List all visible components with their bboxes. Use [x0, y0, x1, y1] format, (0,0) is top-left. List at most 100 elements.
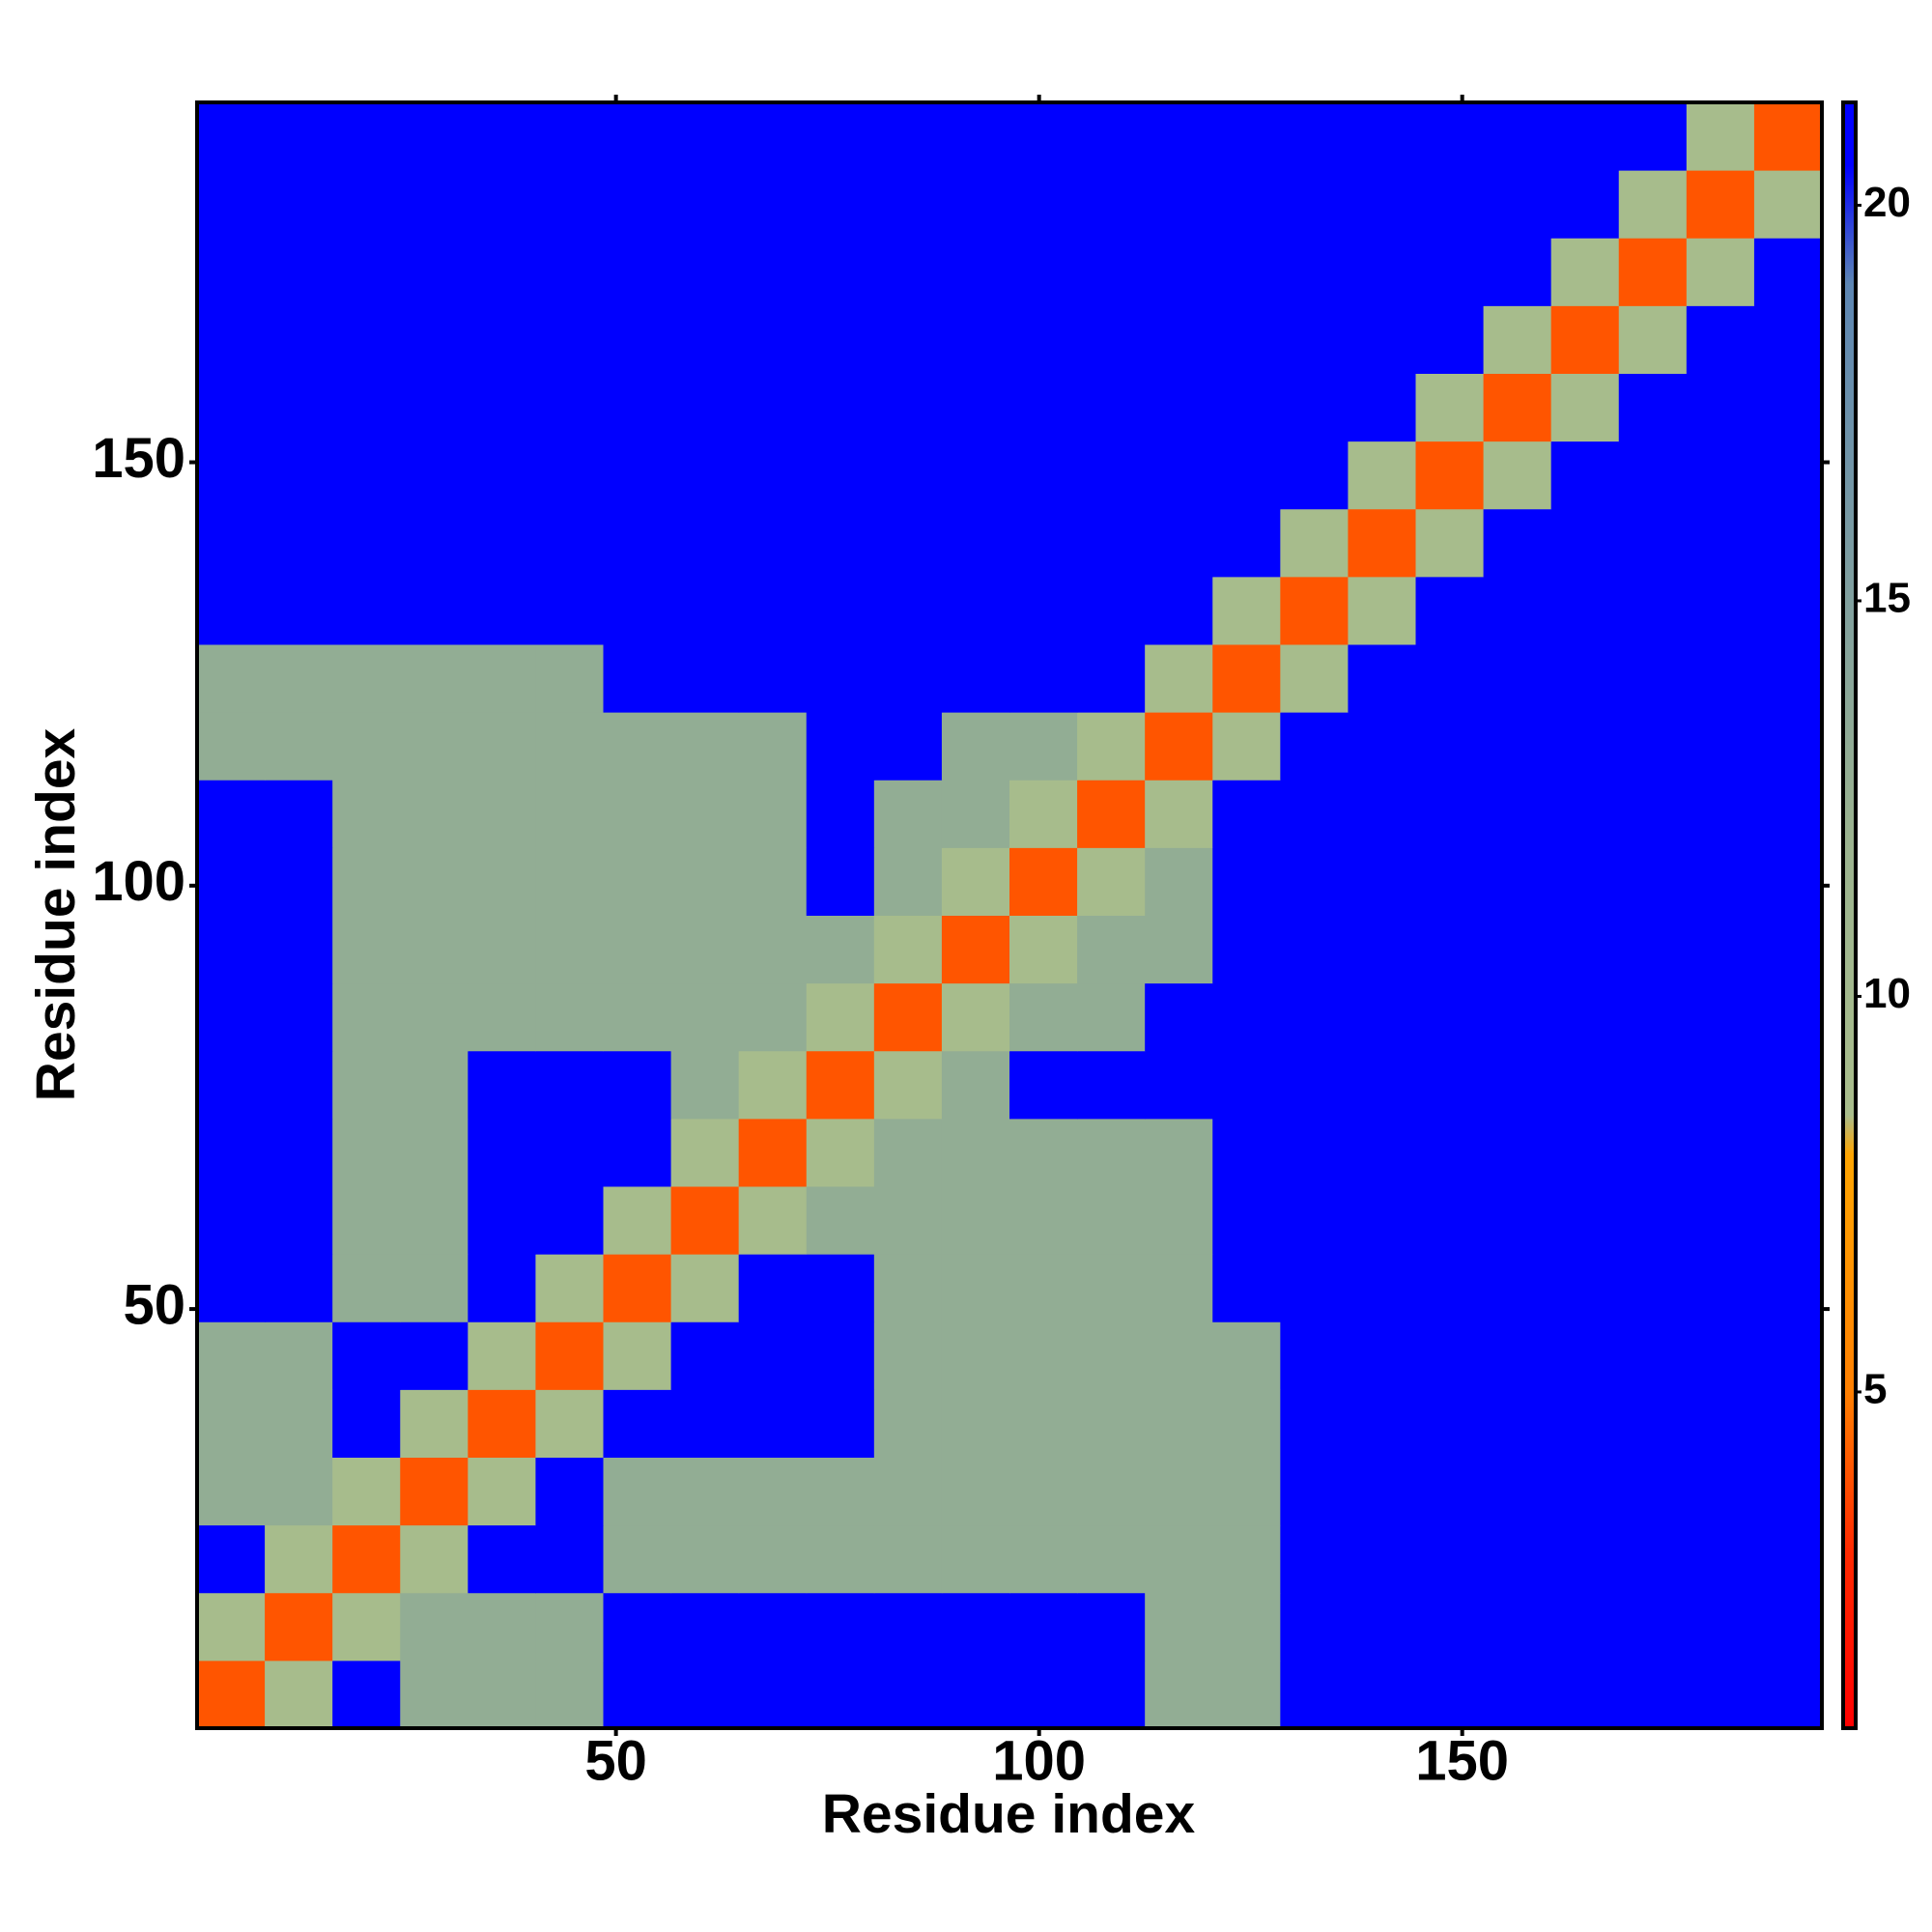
heatmap-cell: [738, 508, 808, 578]
heatmap-cell: [1618, 170, 1688, 239]
heatmap-cell: [670, 1389, 740, 1458]
heatmap-cell: [1753, 1592, 1823, 1662]
heatmap-cell: [806, 1321, 875, 1390]
heatmap-cell: [1009, 1457, 1078, 1526]
heatmap-cell: [1753, 1457, 1823, 1526]
heatmap-cell: [738, 1524, 808, 1594]
heatmap-cell: [197, 508, 266, 578]
heatmap-cell: [1145, 440, 1213, 510]
heatmap-cell: [738, 305, 808, 374]
heatmap-cell: [873, 1118, 943, 1187]
heatmap-cell: [806, 170, 875, 239]
heatmap-cell: [873, 1457, 943, 1526]
heatmap-cell: [738, 576, 808, 645]
heatmap-cell: [1280, 508, 1349, 578]
heatmap-cell: [468, 847, 536, 916]
heatmap-cell: [670, 1254, 740, 1322]
heatmap-cell: [670, 238, 740, 306]
heatmap-cell: [468, 1050, 536, 1120]
heatmap-cell: [1280, 1660, 1349, 1729]
heatmap-cell: [1145, 305, 1213, 374]
heatmap-cell: [1753, 238, 1823, 306]
heatmap-cell: [1415, 440, 1485, 510]
heatmap-cell: [332, 508, 401, 578]
heatmap-cell: [265, 712, 333, 781]
heatmap-cell: [1280, 170, 1349, 239]
heatmap-cell: [941, 712, 1010, 781]
plot-frame: [195, 100, 1824, 1730]
heatmap-cell: [941, 1592, 1010, 1662]
x-axis-label: Residue index: [822, 1783, 1196, 1845]
heatmap-cell: [1686, 982, 1755, 1052]
heatmap-cell: [1009, 440, 1078, 510]
heatmap-cell: [1483, 1389, 1552, 1458]
heatmap-cell: [1348, 170, 1416, 239]
heatmap-cell: [1550, 1457, 1620, 1526]
heatmap-cell: [1280, 576, 1349, 645]
heatmap-cell: [738, 780, 808, 848]
heatmap-cell: [941, 1660, 1010, 1729]
y-tick-label: 50: [123, 1273, 185, 1336]
heatmap-cell: [873, 1389, 943, 1458]
heatmap-cell: [1348, 1186, 1416, 1255]
heatmap-cell: [603, 982, 672, 1052]
heatmap-cell: [468, 1389, 536, 1458]
heatmap-cell: [265, 1389, 333, 1458]
heatmap-cell: [400, 238, 469, 306]
heatmap-cell: [332, 1592, 401, 1662]
heatmap-cell: [400, 373, 469, 442]
heatmap-cell: [738, 102, 808, 171]
heatmap-cell: [400, 1389, 469, 1458]
heatmap-cell: [535, 1050, 604, 1120]
x-tick-label: 150: [1415, 1729, 1509, 1792]
heatmap-cell: [332, 576, 401, 645]
heatmap-cell: [1009, 170, 1078, 239]
heatmap-cell: [1348, 508, 1416, 578]
heatmap-cell: [468, 1321, 536, 1390]
heatmap-cell: [1145, 982, 1213, 1052]
heatmap-cell: [1415, 712, 1485, 781]
heatmap-cell: [670, 780, 740, 848]
heatmap-cell: [1212, 1118, 1281, 1187]
heatmap-cell: [1415, 1592, 1485, 1662]
heatmap-cell: [1348, 1254, 1416, 1322]
heatmap-cell: [468, 1457, 536, 1526]
heatmap-cell: [197, 847, 266, 916]
heatmap-cell: [1077, 1457, 1146, 1526]
heatmap-cell: [1415, 982, 1485, 1052]
heatmap-cell: [1280, 982, 1349, 1052]
heatmap-cell: [1618, 847, 1688, 916]
heatmap-cell: [941, 982, 1010, 1052]
heatmap-cell: [670, 170, 740, 239]
heatmap-cell: [941, 238, 1010, 306]
heatmap-cell: [1009, 915, 1078, 984]
heatmap-cell: [1077, 102, 1146, 171]
heatmap-cell: [400, 1050, 469, 1120]
heatmap-cell: [1212, 305, 1281, 374]
heatmap-cell: [468, 1592, 536, 1662]
heatmap-cell: [1753, 440, 1823, 510]
heatmap-cell: [738, 1457, 808, 1526]
heatmap-cell: [400, 915, 469, 984]
heatmap-cell: [941, 170, 1010, 239]
heatmap-cell: [265, 440, 333, 510]
heatmap-cell: [535, 1457, 604, 1526]
heatmap-cell: [806, 440, 875, 510]
heatmap-cell: [603, 847, 672, 916]
heatmap-cell: [400, 102, 469, 171]
heatmap-cell: [1212, 1457, 1281, 1526]
heatmap-cell: [1686, 1389, 1755, 1458]
heatmap-cell: [1280, 1050, 1349, 1120]
heatmap-cell: [738, 170, 808, 239]
heatmap-cell: [1348, 1118, 1416, 1187]
heatmap-cell: [1280, 1321, 1349, 1390]
heatmap-cell: [941, 1254, 1010, 1322]
heatmap-cell: [1550, 238, 1620, 306]
heatmap-cell: [670, 1592, 740, 1662]
heatmap-cell: [535, 780, 604, 848]
heatmap-cell: [1483, 982, 1552, 1052]
heatmap-cell: [535, 102, 604, 171]
heatmap-cell: [1077, 440, 1146, 510]
heatmap-cell: [1009, 1592, 1078, 1662]
heatmap-cell: [1145, 1254, 1213, 1322]
